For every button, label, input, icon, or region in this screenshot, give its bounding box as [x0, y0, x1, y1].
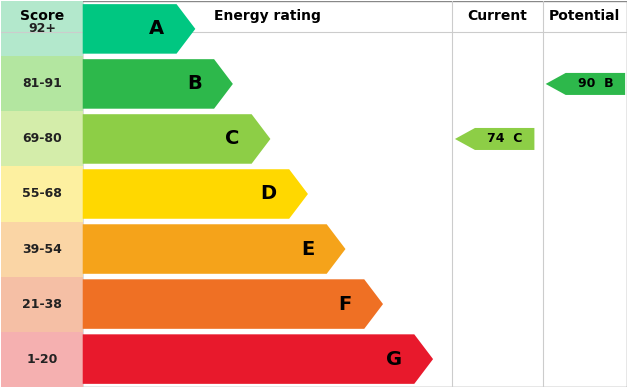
Text: E: E	[301, 239, 314, 258]
FancyBboxPatch shape	[1, 56, 83, 111]
Polygon shape	[83, 224, 345, 274]
FancyBboxPatch shape	[1, 222, 83, 277]
Text: 39-54: 39-54	[22, 242, 62, 256]
Text: Potential: Potential	[549, 9, 620, 23]
FancyBboxPatch shape	[1, 332, 83, 386]
FancyBboxPatch shape	[1, 277, 83, 332]
FancyBboxPatch shape	[1, 2, 83, 32]
Text: 90  B: 90 B	[577, 78, 613, 90]
Text: F: F	[338, 294, 351, 314]
Text: 69-80: 69-80	[22, 132, 62, 146]
Text: Score: Score	[20, 9, 64, 23]
Text: D: D	[261, 185, 276, 203]
Polygon shape	[83, 279, 383, 329]
Polygon shape	[83, 59, 233, 109]
FancyBboxPatch shape	[1, 111, 83, 166]
Polygon shape	[83, 334, 433, 384]
Polygon shape	[83, 169, 308, 219]
FancyBboxPatch shape	[1, 166, 83, 222]
Polygon shape	[455, 128, 534, 150]
Polygon shape	[546, 73, 625, 95]
Polygon shape	[83, 114, 271, 164]
Text: C: C	[225, 130, 239, 149]
Text: Current: Current	[467, 9, 527, 23]
Text: 21-38: 21-38	[22, 298, 62, 310]
Text: 81-91: 81-91	[22, 78, 62, 90]
Text: G: G	[386, 350, 402, 369]
Text: 74  C: 74 C	[487, 132, 522, 146]
Text: B: B	[187, 74, 201, 94]
FancyBboxPatch shape	[1, 2, 83, 56]
Text: 55-68: 55-68	[22, 187, 62, 201]
Text: Energy rating: Energy rating	[214, 9, 321, 23]
Text: 1-20: 1-20	[27, 353, 58, 365]
Polygon shape	[83, 4, 196, 54]
Text: 92+: 92+	[28, 23, 56, 35]
Text: A: A	[149, 19, 164, 38]
